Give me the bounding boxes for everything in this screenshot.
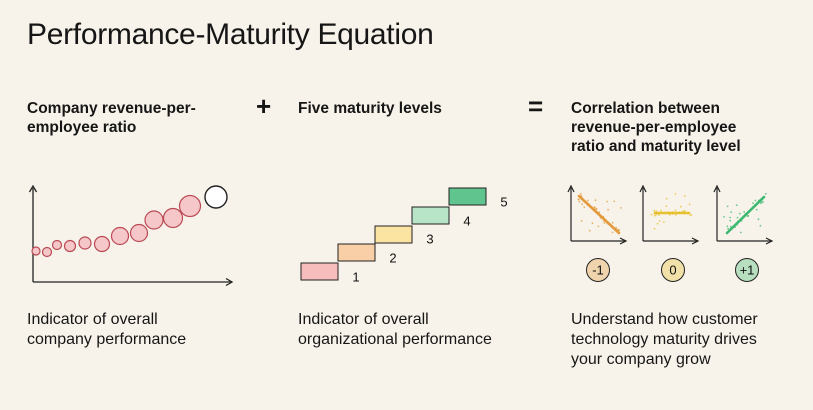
bubble (144, 210, 164, 230)
bubble (31, 246, 41, 256)
correlation-desc-line2: technology maturity drives (571, 331, 757, 348)
scatter-points (577, 192, 622, 234)
correlation-badge (661, 258, 685, 282)
correlation-badge (735, 258, 759, 282)
correlation-badge-label: +1 (740, 262, 755, 277)
bubble-series (31, 185, 228, 258)
correlation-panel-2: 0 (639, 184, 700, 282)
revenue-desc-line1: Indicator of overall (27, 311, 158, 328)
correlation-badge-label: -1 (592, 262, 604, 277)
correlation-badge-label: 0 (669, 262, 676, 277)
maturity-step-4 (411, 206, 450, 225)
maturity-step-3 (374, 225, 413, 244)
maturity-step-label-4: 4 (463, 213, 470, 228)
correlation-desc-line1: Understand how customer (571, 311, 758, 328)
maturity-column-heading: Five maturity levels (298, 100, 442, 117)
bubble (41, 246, 53, 258)
correlation-column-heading: Correlation between revenue-per-employee… (571, 99, 741, 156)
revenue-description: Indicator of overall company performance (27, 310, 186, 350)
revenue-heading-line1: Company revenue-per- (27, 100, 196, 117)
trend-line (725, 195, 766, 235)
maturity-step-1 (300, 262, 339, 281)
maturity-desc-line2: organizational performance (298, 331, 492, 348)
bubble (51, 239, 63, 251)
correlation-heading-line1: Correlation between (571, 100, 720, 117)
revenue-desc-line2: company performance (27, 331, 187, 348)
bubble-chart-axes (28, 184, 234, 287)
plus-operator: + (256, 91, 272, 121)
maturity-step-5 (448, 187, 487, 206)
revenue-heading-line2: employee ratio (27, 119, 137, 136)
bubble (63, 239, 77, 253)
correlation-axes (639, 184, 700, 245)
maturity-step-label-3: 3 (426, 231, 433, 246)
correlation-axes (567, 184, 628, 245)
revenue-column-heading: Company revenue-per- employee ratio (27, 99, 196, 137)
maturity-step-label-1: 1 (352, 269, 359, 284)
correlation-axes (713, 184, 774, 245)
maturity-description: Indicator of overall organizational perf… (298, 310, 492, 350)
page-title: Performance-Maturity Equation (27, 18, 434, 51)
bubble (162, 207, 184, 229)
bubble (178, 194, 202, 218)
correlation-desc-line3: your company grow (571, 351, 711, 368)
bubble-target (204, 185, 228, 209)
correlation-panel-1: -1 (567, 184, 628, 282)
correlation-badge (586, 258, 610, 282)
bubble (93, 235, 111, 253)
maturity-desc-line1: Indicator of overall (298, 311, 429, 328)
maturity-step-label-2: 2 (389, 250, 396, 265)
correlation-heading-line3: ratio and maturity level (571, 138, 741, 155)
equals-operator: = (528, 91, 544, 121)
correlation-description: Understand how customer technology matur… (571, 310, 758, 370)
correlation-panels: -1 0 +1 (567, 184, 774, 282)
maturity-steps: 1 2 3 4 5 (300, 187, 508, 284)
correlation-panel-3: +1 (713, 184, 774, 282)
scatter-points (650, 193, 693, 230)
bubble (110, 226, 130, 246)
bubble (78, 236, 92, 250)
maturity-step-label-5: 5 (500, 194, 507, 209)
correlation-heading-line2: revenue-per-employee (571, 119, 737, 136)
maturity-step-2 (337, 243, 376, 262)
bubble (129, 223, 149, 243)
trend-line (577, 194, 621, 235)
